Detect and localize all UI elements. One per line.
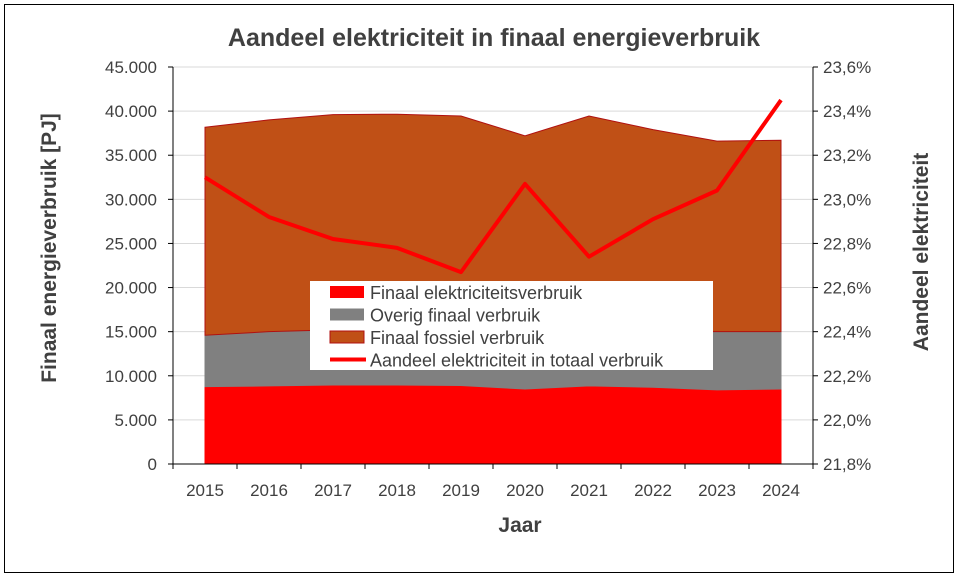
y-axis-label: Finaal energieverbruik [PJ]: [38, 113, 61, 383]
x-tick-label: 2019: [442, 481, 480, 500]
x-tick-label: 2018: [378, 481, 416, 500]
legend-swatch: [330, 308, 364, 321]
y-tick-label: 20.000: [105, 279, 157, 298]
y-tick-label: 5.000: [114, 411, 157, 430]
y-tick-label: 10.000: [105, 367, 157, 386]
x-tick-label: 2015: [186, 481, 224, 500]
area-finaal-elektriciteitsverbruik: [204, 384, 782, 465]
y-tick-label: 0: [148, 455, 157, 474]
legend-swatch: [329, 330, 365, 344]
y-tick-label: 30.000: [105, 190, 157, 209]
legend-box: [310, 281, 713, 370]
x-tick-label: 2023: [698, 481, 736, 500]
y2-axis-label: Aandeel elektriciteit: [910, 153, 933, 351]
legend-label: Finaal fossiel verbruik: [370, 328, 545, 348]
y2-tick-label: 23,6%: [823, 58, 871, 77]
y-tick-label: 35.000: [105, 146, 157, 165]
y-tick-label: 15.000: [105, 323, 157, 342]
y-tick-label: 40.000: [105, 102, 157, 121]
x-axis-label: Jaar: [498, 514, 541, 537]
x-tick-label: 2016: [250, 481, 288, 500]
y-tick-label: 25.000: [105, 234, 157, 253]
series-line-aandeel: [203, 98, 783, 275]
y2-tick-label: 22,8%: [823, 234, 871, 253]
y2-tick-label: 21,8%: [823, 455, 871, 474]
x-tick-label: 2017: [314, 481, 352, 500]
y2-tick-label: 22,6%: [823, 279, 871, 298]
x-tick-label: 2020: [506, 481, 544, 500]
x-tick-label: 2024: [762, 481, 800, 500]
legend: Finaal elektriciteitsverbruik Overig fina…: [310, 281, 713, 371]
legend-swatch: [330, 286, 364, 298]
x-tick-label: 2021: [570, 481, 608, 500]
y2-tick-label: 22,4%: [823, 323, 871, 342]
chart-frame: [4, 4, 954, 573]
y2-tick-label: 23,0%: [823, 190, 871, 209]
y2-tick-label: 23,2%: [823, 146, 871, 165]
legend-label: Finaal elektriciteitsverbruik: [370, 283, 583, 303]
chart-title: Aandeel elektriciteit in finaal energiev…: [228, 24, 760, 52]
x-tick-label: 2022: [634, 481, 672, 500]
legend-label: Overig finaal verbruik: [370, 306, 541, 326]
y2-tick-label: 23,4%: [823, 102, 871, 121]
y2-tick-label: 22,2%: [823, 367, 871, 386]
y2-tick-label: 22,0%: [823, 411, 871, 430]
y-tick-label: 45.000: [105, 58, 157, 77]
legend-label: Aandeel elektriciteit in totaal verbruik: [370, 351, 664, 371]
